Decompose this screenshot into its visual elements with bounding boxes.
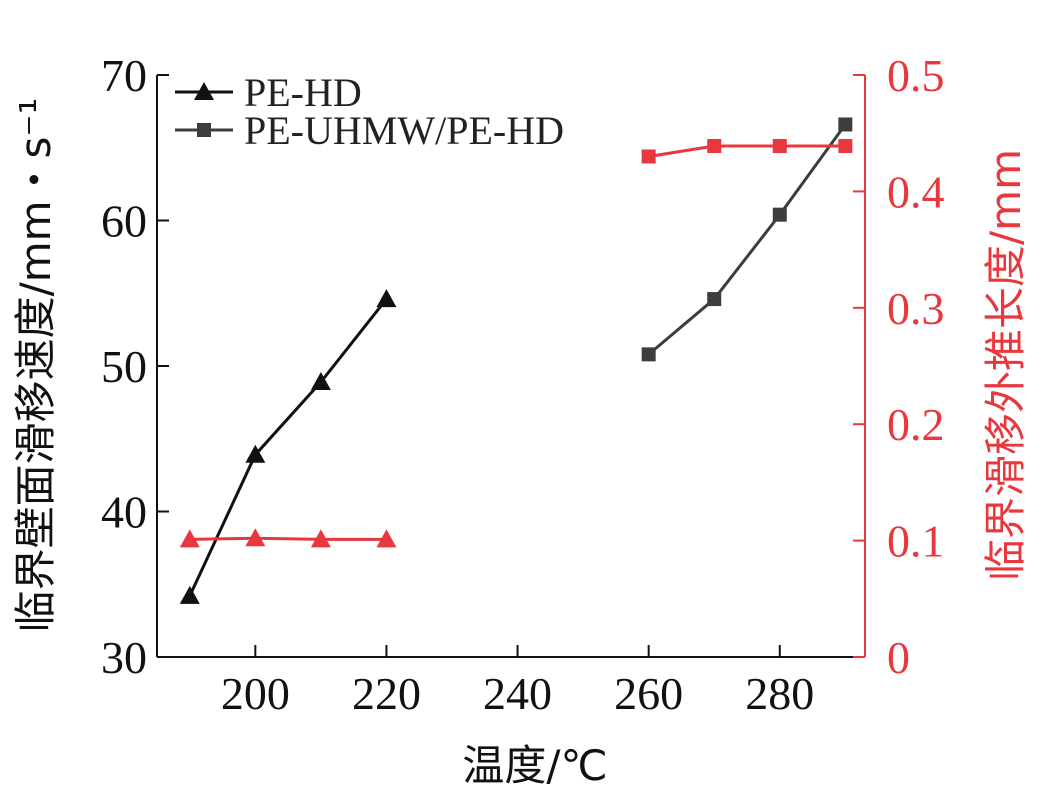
data-point [376, 529, 397, 548]
y-right-axis-title: 临界滑移外推长度/mm [981, 149, 1030, 581]
y-right-tick-label: 0.3 [887, 283, 945, 334]
x-tick-label: 220 [352, 668, 421, 719]
y-right-tick-label: 0.2 [887, 399, 945, 450]
series-line [647, 123, 847, 356]
series-right-square [641, 139, 853, 164]
series-right-triangle [179, 528, 397, 548]
data-point [245, 444, 266, 463]
data-point [310, 529, 331, 548]
data-point [772, 139, 787, 154]
y-right-tick-label: 0 [887, 632, 910, 683]
legend-label: PE-UHMW/PE-HD [244, 108, 564, 153]
data-point [838, 117, 853, 132]
data-point [707, 139, 722, 154]
series-line [189, 536, 387, 541]
x-tick-label: 200 [221, 668, 290, 719]
data-point [641, 347, 656, 362]
y-left-axis-title: 临界壁面滑移速度/mm・s⁻¹ [11, 98, 60, 633]
series-line [188, 298, 388, 597]
y-left-tick-label: 60 [101, 196, 147, 247]
data-point [838, 139, 853, 154]
data-point [772, 207, 787, 222]
data-point [376, 289, 397, 308]
legend-marker [197, 123, 211, 137]
data-point [707, 292, 722, 307]
y-right-tick-label: 0.5 [887, 50, 945, 101]
data-point [179, 529, 200, 548]
y-left-tick-label: 50 [101, 341, 147, 392]
y-right-tick-label: 0.4 [887, 166, 945, 217]
data-point [310, 372, 331, 391]
legend-marker [194, 82, 214, 100]
x-axis-title: 温度/℃ [462, 741, 607, 790]
series-left-square [641, 117, 853, 362]
x-tick-label: 260 [614, 668, 683, 719]
axes: 200 220 240 260 280 30 40 50 60 70 0 0.1 0.2 0.3 0.4 0.… [101, 50, 945, 719]
y-left-tick-label: 40 [101, 487, 147, 538]
series-line [648, 144, 846, 158]
y-left-tick-label: 70 [101, 50, 147, 101]
data-point [641, 149, 656, 164]
x-tick-label: 280 [745, 668, 814, 719]
series-left-triangle [179, 289, 397, 604]
y-left-tick-label: 30 [101, 632, 147, 683]
series-layer [179, 117, 853, 604]
x-tick-label: 240 [483, 668, 552, 719]
y-right-tick-label: 0.1 [887, 516, 945, 567]
legend-label: PE-HD [244, 70, 362, 115]
data-point [179, 585, 200, 604]
data-point [245, 528, 266, 547]
